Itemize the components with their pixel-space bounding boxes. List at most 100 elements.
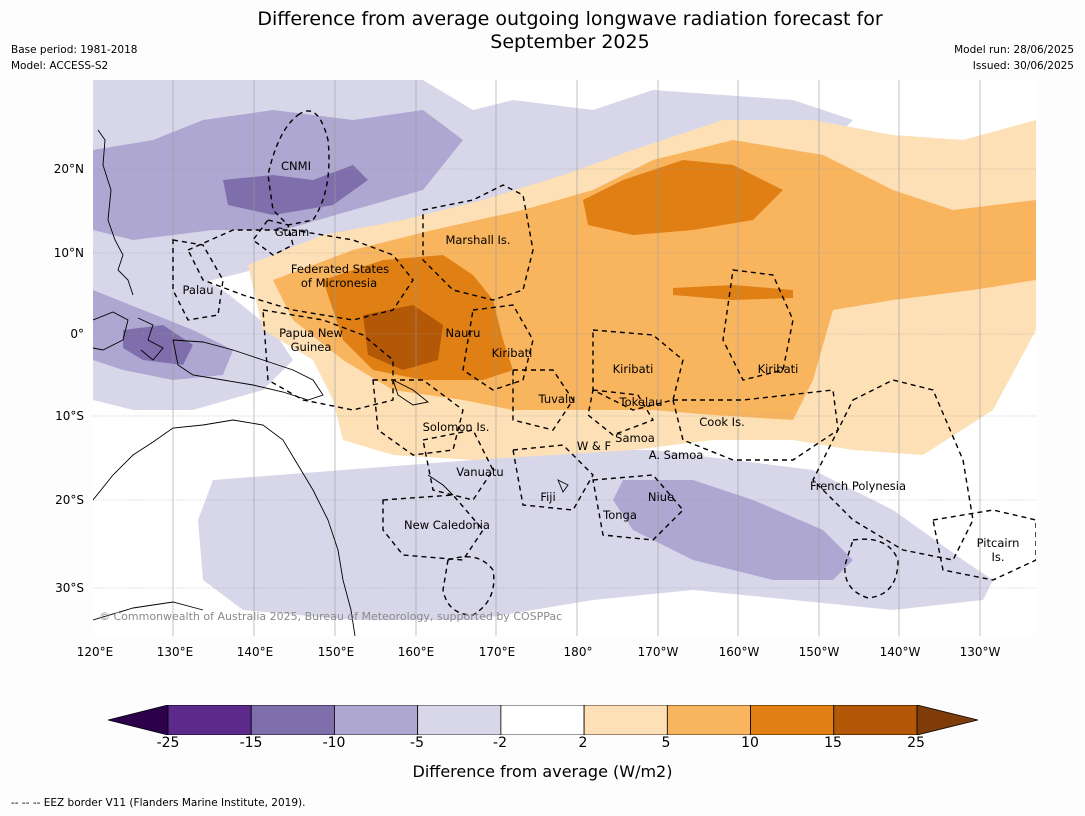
eez-fsm xyxy=(187,229,414,321)
label-palau: Palau xyxy=(182,283,214,297)
lat-label: 0° xyxy=(70,327,84,341)
coastlines xyxy=(93,129,569,636)
eez-fiji xyxy=(512,444,594,511)
colorbar-tick: 25 xyxy=(907,735,925,751)
label-fiji: Fiji xyxy=(540,490,556,504)
eez-marshall xyxy=(422,184,534,301)
new-guinea-coast xyxy=(172,339,324,401)
eez-tokelau xyxy=(587,389,655,436)
eez-kiribati-e xyxy=(722,269,794,381)
lat-label: 20°N xyxy=(53,162,84,176)
label-cook: Cook Is. xyxy=(699,415,745,429)
lon-label: 120°E xyxy=(76,645,114,659)
colorbar-over-arrow xyxy=(916,705,978,735)
lat-label: 20°S xyxy=(55,493,84,507)
eez-png xyxy=(262,309,394,411)
lon-label: 130°E xyxy=(156,645,194,659)
label-tokelau: Tokelau xyxy=(619,395,663,409)
lon-label: 130°W xyxy=(959,645,1001,659)
lon-label: 160°E xyxy=(397,645,435,659)
label-fsm-1: Federated States xyxy=(290,262,390,276)
colorbar-segment xyxy=(500,705,585,735)
label-marshall: Marshall Is. xyxy=(445,233,511,247)
colorbar-tick: -15 xyxy=(239,735,263,751)
sulawesi-coast xyxy=(137,317,164,361)
label-png-1: Papua New xyxy=(279,326,343,340)
label-pitcairn-1: Pitcairn xyxy=(976,536,1020,550)
lon-label: 170°E xyxy=(478,645,516,659)
eez-solomon xyxy=(372,379,464,456)
label-american-samoa: A. Samoa xyxy=(648,448,704,462)
label-samoa: Samoa xyxy=(615,431,655,445)
eez-niue-tonga xyxy=(592,474,684,541)
label-kiribati-east: Kiribati xyxy=(757,362,799,376)
map-title-line2: September 2025 xyxy=(490,31,650,53)
label-cnmi: CNMI xyxy=(281,159,311,173)
lat-label: 30°S xyxy=(55,581,84,595)
eez-palau xyxy=(172,239,224,321)
label-tonga: Tonga xyxy=(603,508,637,522)
eez-south-ring xyxy=(442,556,495,616)
colorbar-segment xyxy=(417,705,502,735)
lat-label: 10°N xyxy=(53,246,84,260)
label-wf: W & F xyxy=(576,439,612,453)
label-new-caledonia: New Caledonia xyxy=(404,518,490,532)
eez-kiribati-w xyxy=(462,304,534,391)
borneo-coast xyxy=(93,311,129,351)
colorbar-segment xyxy=(666,705,751,735)
eez-tuvalu xyxy=(512,369,574,431)
eez-guam xyxy=(252,219,294,256)
model-run: Model run: 28/06/2025 xyxy=(954,44,1074,56)
colorbar-segments xyxy=(167,705,918,735)
eez-vanuatu xyxy=(422,429,494,501)
positive-anomaly-fields xyxy=(248,120,1036,460)
colorbar-tick: 2 xyxy=(578,735,588,751)
colorbar-tick: 5 xyxy=(661,735,671,751)
colorbar-tick: -5 xyxy=(410,735,424,751)
olr-anomaly-map: © Commonwealth of Australia 2025, Bureau… xyxy=(93,80,1036,636)
orange-east-dark xyxy=(673,285,793,300)
purple-south-band xyxy=(198,450,993,620)
solomon-coast xyxy=(392,379,430,406)
label-niue: Niue xyxy=(647,490,675,504)
label-kiribati-central: Kiribati xyxy=(612,362,654,376)
label-nauru: Nauru xyxy=(445,326,481,340)
model-name: Model: ACCESS-S2 xyxy=(11,60,109,72)
australia-coast xyxy=(93,419,356,636)
lon-label: 170°W xyxy=(637,645,679,659)
label-pitcairn-2: Is. xyxy=(991,550,1005,564)
lon-label: 150°E xyxy=(317,645,355,659)
map-title-line1: Difference from average outgoing longwav… xyxy=(257,8,883,30)
colorbar-segment xyxy=(250,705,335,735)
issued-date: Issued: 30/06/2025 xyxy=(972,60,1074,72)
purple-south-core xyxy=(613,480,853,580)
lon-label: 140°E xyxy=(236,645,274,659)
label-vanuatu: Vanuatu xyxy=(456,465,504,479)
lon-label: 180° xyxy=(563,645,593,659)
lat-label: 10°S xyxy=(55,409,84,423)
eez-cnmi xyxy=(267,110,330,226)
colorbar-tick: 15 xyxy=(824,735,842,751)
new-caledonia-coast xyxy=(427,474,454,496)
colorbar xyxy=(108,705,978,735)
orange-north-dark xyxy=(583,160,783,235)
purple-north-core xyxy=(93,110,463,240)
colorbar-tick: -25 xyxy=(156,735,180,751)
purple-north-strong xyxy=(223,165,368,215)
label-png-2: Guinea xyxy=(290,340,332,354)
colorbar-segment xyxy=(583,705,668,735)
colorbar-under-arrow xyxy=(108,705,169,735)
map-canvas xyxy=(93,80,1036,636)
fiji-coast xyxy=(557,479,569,493)
label-guam: Guam xyxy=(274,225,310,239)
colorbar-label: Difference from average (W/m2) xyxy=(412,762,673,781)
eez-french-poly xyxy=(812,379,974,561)
label-tuvalu: Tuvalu xyxy=(538,392,576,406)
colorbar-tick: 10 xyxy=(741,735,759,751)
label-kiribati-west: Kiribati xyxy=(491,346,533,360)
base-period: Base period: 1981-2018 xyxy=(11,44,138,56)
lon-label: 150°W xyxy=(798,645,840,659)
colorbar-tick: -10 xyxy=(322,735,346,751)
lon-label: 140°W xyxy=(879,645,921,659)
colorbar-segment xyxy=(833,705,918,735)
